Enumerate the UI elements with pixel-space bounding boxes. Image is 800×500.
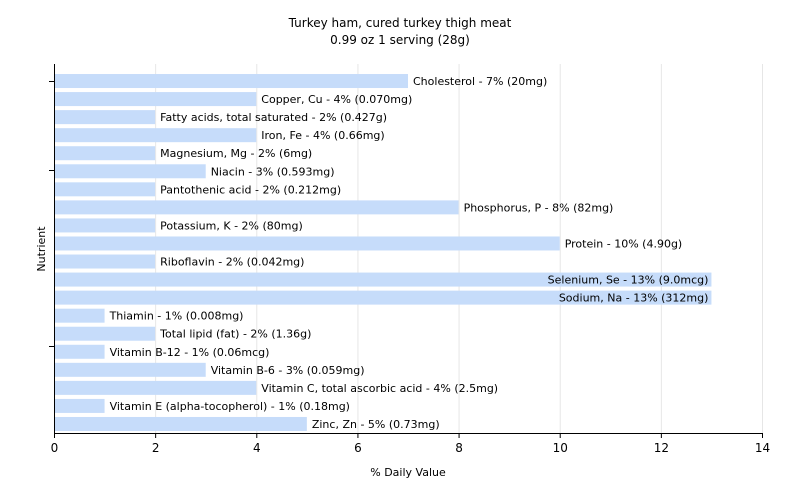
bar-label: Iron, Fe - 4% (0.66mg) (261, 129, 384, 142)
bar (55, 290, 712, 305)
bar (55, 236, 560, 251)
x-tick-label: 6 (354, 441, 362, 455)
bar-label: Selenium, Se - 13% (9.0mcg) (548, 274, 709, 287)
x-tick-label: 12 (654, 441, 669, 455)
y-axis-title: Nutrient (35, 226, 48, 272)
x-tick-label: 0 (51, 441, 59, 455)
bar-label: Cholesterol - 7% (20mg) (413, 75, 547, 88)
bar-label: Vitamin C, total ascorbic acid - 4% (2.5… (261, 382, 498, 395)
chart-subtitle: 0.99 oz 1 serving (28g) (330, 33, 470, 47)
bar-label: Vitamin B-6 - 3% (0.059mg) (211, 364, 365, 377)
bar-label: Niacin - 3% (0.593mg) (211, 165, 335, 178)
x-axis-title: % Daily Value (370, 466, 446, 479)
bar-label: Magnesium, Mg - 2% (6mg) (160, 147, 312, 160)
x-ticks: 0 2 4 6 8 10 12 14 (49, 81, 770, 455)
bar-label: Protein - 10% (4.90g) (565, 237, 683, 250)
bar (55, 272, 712, 287)
bar (55, 92, 257, 107)
bar (55, 110, 156, 125)
bar (55, 308, 105, 323)
bar (55, 326, 156, 341)
bar (55, 182, 156, 197)
chart-title: Turkey ham, cured turkey thigh meat (288, 16, 512, 30)
bar-label: Vitamin E (alpha-tocopherol) - 1% (0.18m… (110, 400, 350, 413)
x-tick-label: 14 (755, 441, 770, 455)
bar-label: Total lipid (fat) - 2% (1.36g) (159, 328, 311, 341)
bar (55, 74, 408, 89)
bar (55, 164, 206, 179)
bar-label: Riboflavin - 2% (0.042mg) (160, 256, 304, 269)
bar (55, 416, 307, 431)
bar-label: Thiamin - 1% (0.008mg) (109, 310, 244, 323)
bar-label: Copper, Cu - 4% (0.070mg) (261, 93, 412, 106)
x-tick-label: 10 (553, 441, 568, 455)
bar (55, 128, 257, 143)
bar (55, 362, 206, 377)
axes (54, 64, 763, 434)
x-tick-label: 2 (152, 441, 160, 455)
bar (55, 254, 156, 269)
bar-label: Sodium, Na - 13% (312mg) (559, 292, 709, 305)
bar (55, 344, 105, 359)
bar-label: Phosphorus, P - 8% (82mg) (464, 201, 614, 214)
x-tick-label: 4 (253, 441, 261, 455)
bar-label: Vitamin B-12 - 1% (0.06mcg) (110, 346, 270, 359)
bar (55, 380, 257, 395)
bars (55, 74, 712, 431)
bar (55, 200, 459, 215)
bar (55, 398, 105, 413)
bar-label: Fatty acids, total saturated - 2% (0.427… (160, 111, 387, 124)
bar-label: Pantothenic acid - 2% (0.212mg) (160, 183, 341, 196)
bar (55, 218, 156, 233)
bar (55, 146, 156, 161)
bar-label: Zinc, Zn - 5% (0.73mg) (312, 418, 440, 431)
x-tick-label: 8 (455, 441, 463, 455)
bar-labels: Cholesterol - 7% (20mg)Copper, Cu - 4% (… (109, 75, 709, 431)
bar-label: Potassium, K - 2% (80mg) (160, 219, 303, 232)
